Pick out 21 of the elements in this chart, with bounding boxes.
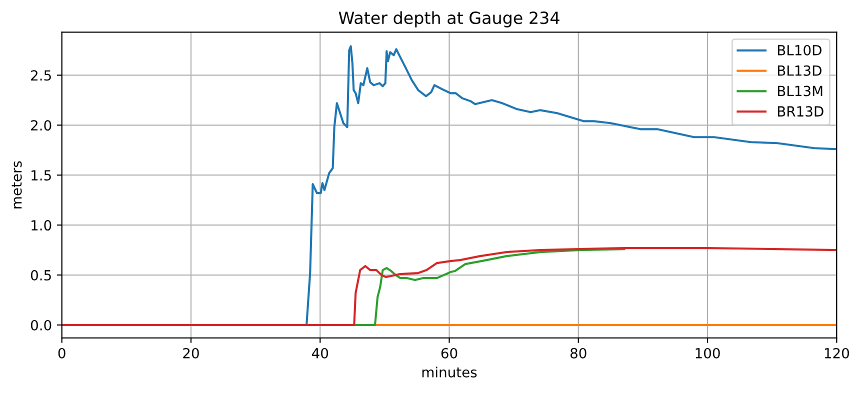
- legend-label: BR13D: [778, 106, 824, 117]
- chart-title: Water depth at Gauge 234: [338, 11, 560, 28]
- legend-label: BL13M: [778, 86, 822, 96]
- y-tick-label: 0.0: [30, 320, 52, 330]
- x-tick-label: 80: [570, 348, 586, 358]
- y-tick-label: 0.5: [30, 270, 51, 281]
- x-tick-label: 20: [183, 348, 199, 358]
- x-tick-label: 120: [824, 348, 849, 358]
- y-tick-label: 1.5: [32, 170, 51, 181]
- x-tick-label: 60: [441, 348, 458, 358]
- x-tick-label: 40: [312, 348, 328, 358]
- legend-label: BL10D: [778, 44, 822, 56]
- x-tick-label: 0: [58, 348, 66, 358]
- legend-label: BL13D: [778, 65, 822, 76]
- x-axis-title: minutes: [422, 366, 477, 378]
- y-tick-label: 2.5: [31, 70, 51, 81]
- line-series: [62, 247, 837, 326]
- y-tick-label: 2.0: [31, 120, 52, 131]
- y-axis-title: meters: [12, 161, 22, 208]
- y-tick-label: 1.0: [32, 220, 52, 231]
- x-tick-label: 100: [696, 348, 720, 358]
